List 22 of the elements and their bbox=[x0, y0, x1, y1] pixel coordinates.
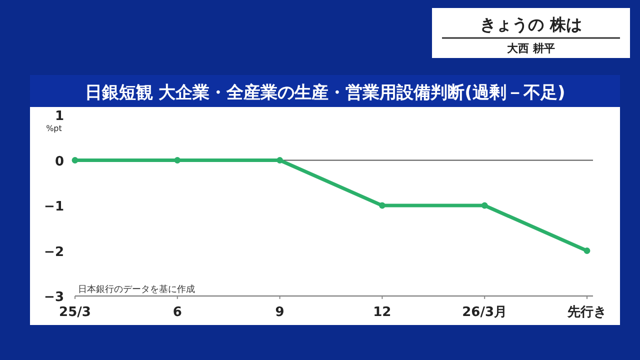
y-tick-label: 1 bbox=[54, 109, 64, 124]
x-tick-label: 12 bbox=[373, 305, 392, 320]
point bbox=[481, 202, 488, 209]
chart-title: 日銀短観 大企業・全産業の生産・営業用設備判断(過剰－不足) bbox=[84, 83, 566, 103]
point bbox=[72, 157, 78, 164]
y-tick-label: −3 bbox=[44, 290, 64, 305]
point bbox=[276, 157, 283, 164]
y-tick-label: −2 bbox=[44, 244, 64, 260]
x-tick-label: 26/3月 bbox=[462, 305, 508, 320]
x-tick-label: 9 bbox=[275, 305, 284, 320]
x-tick-label: 先行き bbox=[566, 305, 606, 320]
point bbox=[379, 202, 386, 209]
annotation: 日本銀行のデータを基に作成 bbox=[78, 284, 195, 295]
point bbox=[584, 248, 590, 254]
x-tick-label: 6 bbox=[172, 305, 182, 320]
text: きょうの 株は bbox=[480, 15, 582, 34]
y-axis-title: %pt bbox=[46, 124, 62, 133]
point bbox=[174, 157, 181, 164]
y-tick-label: 0 bbox=[54, 154, 64, 170]
text: 大西 耕平 bbox=[507, 42, 555, 55]
x-tick-label: 25/3 bbox=[59, 305, 91, 320]
y-tick-label: −1 bbox=[44, 200, 64, 214]
